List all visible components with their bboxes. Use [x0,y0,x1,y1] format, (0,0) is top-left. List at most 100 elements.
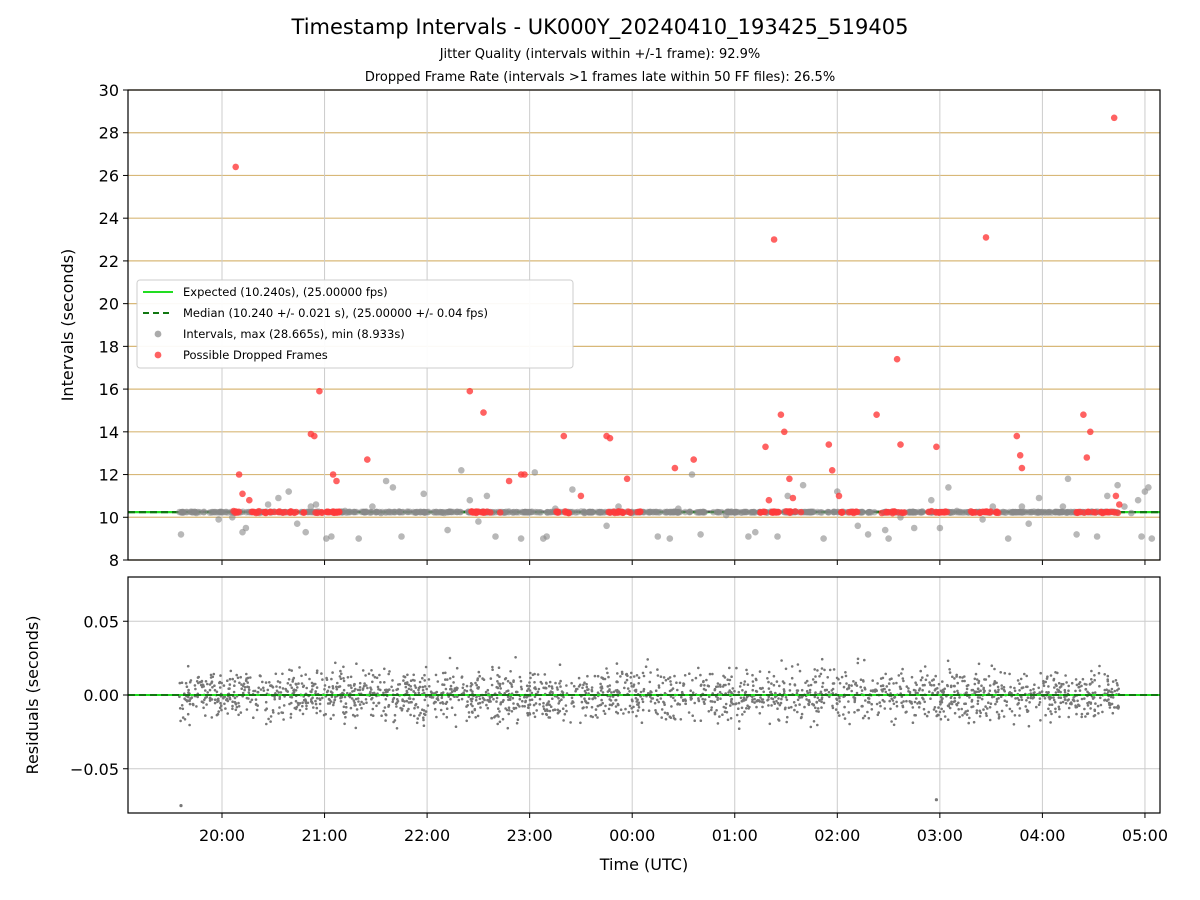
residual-point [329,717,333,720]
residual-point [1093,714,1097,717]
residual-point [770,682,773,685]
residual-point [213,701,217,705]
residual-point [315,706,319,710]
residual-point [859,678,863,681]
residual-point [646,692,650,695]
residual-point [928,681,931,684]
residual-point [577,676,581,680]
interval-point [581,509,588,517]
residual-point [220,704,223,707]
residual-point [315,669,319,672]
residual-point [462,691,465,694]
residual-point [1074,689,1077,693]
residual-point [821,685,824,689]
residual-point [737,701,741,705]
residual-point [816,723,819,727]
residual-point [594,708,598,711]
residual-point [434,691,437,695]
residual-point [653,701,657,705]
dropped-frame-point [1090,508,1097,516]
residual-point [671,687,675,690]
residual-point [325,676,328,680]
residual-point [586,674,589,678]
residual-point [289,712,293,716]
residual-point [912,688,916,692]
residual-point [950,700,953,704]
dropped-frame-point [971,509,979,516]
residual-point [1018,707,1022,710]
residual-point [742,683,746,686]
residual-point [659,675,663,678]
residual-point [1101,710,1104,714]
residual-point [226,679,229,682]
interval-point [1134,496,1142,504]
residual-point [1053,686,1056,689]
residual-point [948,702,951,705]
residual-point [894,717,897,721]
chart-title: Timestamp Intervals - UK000Y_20240410_19… [291,15,909,39]
residual-point [994,702,997,706]
residual-point [594,696,597,700]
residual-point [204,696,207,700]
residual-point [953,684,956,688]
dropped-frame-point [994,509,1002,517]
residual-point [521,704,524,708]
residual-point [767,680,770,684]
residual-point [215,713,219,717]
bottom-y-axis-label: Residuals (seconds) [23,616,42,775]
residual-point [532,711,535,715]
residual-point [733,689,736,693]
residual-point [807,703,811,707]
dropped-frame-point [897,441,904,448]
residual-point [343,722,346,726]
residual-point [1083,697,1086,700]
residual-point [843,705,846,709]
residual-point [286,682,290,685]
residual-point [224,707,227,710]
residual-point [738,685,742,688]
residual-point [731,702,735,706]
top-y-tick-label: 8 [109,551,119,570]
residual-point [1059,685,1063,688]
residual-point [1000,687,1004,690]
residual-point [558,663,562,666]
residual-point [363,682,366,685]
legend-intervals-marker [154,330,162,338]
residual-point [1057,689,1061,692]
residual-point [1085,683,1088,686]
residual-point [741,699,744,703]
residual-point [181,716,185,719]
residual-point [474,681,477,685]
residual-point [208,699,212,702]
dropped-frame-point [1016,452,1024,459]
interval-point [666,535,674,542]
residual-point [330,677,333,681]
residual-point [632,675,636,678]
residual-point [496,722,500,726]
residual-point [355,708,359,711]
residual-point [572,705,576,708]
residual-point [559,685,562,688]
residual-point [565,709,568,713]
residual-point [965,687,969,691]
interval-point [1148,535,1156,542]
residual-point [1040,690,1044,693]
interval-point [824,508,831,516]
residual-point [503,692,507,695]
residual-point [660,708,664,711]
residual-point [498,710,501,713]
interval-point [752,528,759,536]
dropped-frame-point [1080,411,1087,419]
residual-point [813,695,817,699]
residual-point [1106,674,1110,678]
residual-point [278,706,281,709]
residual-point [322,713,326,717]
residual-point [809,725,813,729]
residual-point [895,704,899,708]
residual-point [477,670,481,674]
residual-point [641,697,644,701]
residual-point [968,696,971,699]
residual-point [637,701,641,704]
residual-point [333,698,337,701]
residual-point [409,713,412,717]
